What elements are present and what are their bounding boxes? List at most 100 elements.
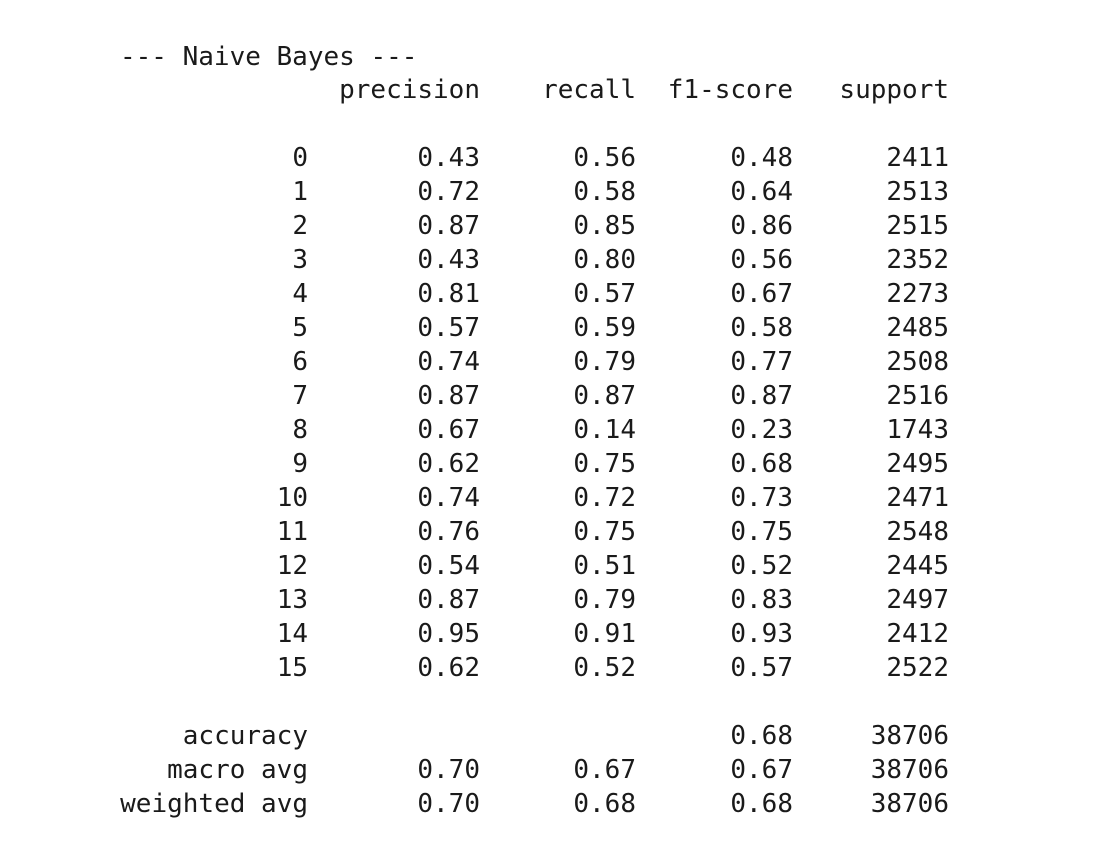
precision-value: 0.76 xyxy=(417,517,480,547)
class-label: 7 xyxy=(292,381,308,411)
table-row: 8 0.67 0.14 0.23 1743 xyxy=(0,413,1110,447)
recall-value: 0.87 xyxy=(573,381,636,411)
recall-value: 0.51 xyxy=(573,551,636,581)
f1-score-value: 0.57 xyxy=(730,653,793,683)
recall-value: 0.58 xyxy=(573,177,636,207)
weighted-f1-score: 0.68 xyxy=(730,789,793,819)
f1-score-value: 0.86 xyxy=(730,211,793,241)
support-value: 1743 xyxy=(886,415,949,445)
macro-precision: 0.70 xyxy=(417,755,480,785)
support-value: 2471 xyxy=(886,483,949,513)
row-label: accuracy xyxy=(182,721,308,751)
class-label: 1 xyxy=(292,177,308,207)
header-f1-score: f1-score xyxy=(667,75,793,105)
f1-score-value: 0.68 xyxy=(730,449,793,479)
accuracy-value: 0.68 xyxy=(730,721,793,751)
class-label: 15 xyxy=(276,653,308,683)
recall-value: 0.80 xyxy=(573,245,636,275)
support-value: 2273 xyxy=(886,279,949,309)
table-row: 1 0.72 0.58 0.64 2513 xyxy=(0,175,1110,209)
header-support: support xyxy=(839,75,949,105)
class-label: 14 xyxy=(276,619,308,649)
table-row: 4 0.81 0.57 0.67 2273 xyxy=(0,277,1110,311)
support-value: 2508 xyxy=(886,347,949,377)
recall-value: 0.91 xyxy=(573,619,636,649)
class-label: 11 xyxy=(276,517,308,547)
f1-score-value: 0.23 xyxy=(730,415,793,445)
weighted-avg-row: weighted avg 0.70 0.68 0.68 38706 xyxy=(0,787,1110,821)
recall-value: 0.75 xyxy=(573,517,636,547)
macro-avg-row: macro avg 0.70 0.67 0.67 38706 xyxy=(0,753,1110,787)
precision-value: 0.67 xyxy=(417,415,480,445)
table-row: 0 0.43 0.56 0.48 2411 xyxy=(0,141,1110,175)
support-value: 2497 xyxy=(886,585,949,615)
weighted-recall: 0.68 xyxy=(573,789,636,819)
recall-value: 0.75 xyxy=(573,449,636,479)
precision-value: 0.74 xyxy=(417,347,480,377)
recall-value: 0.52 xyxy=(573,653,636,683)
f1-score-value: 0.52 xyxy=(730,551,793,581)
recall-value: 0.57 xyxy=(573,279,636,309)
recall-value: 0.14 xyxy=(573,415,636,445)
row-label: weighted avg xyxy=(120,789,308,819)
class-label: 10 xyxy=(276,483,308,513)
precision-value: 0.62 xyxy=(417,653,480,683)
precision-value: 0.74 xyxy=(417,483,480,513)
class-label: 2 xyxy=(292,211,308,241)
row-label: macro avg xyxy=(167,755,308,785)
class-label: 6 xyxy=(292,347,308,377)
support-value: 2516 xyxy=(886,381,949,411)
header-row: precision recall f1-score support xyxy=(0,73,1110,107)
precision-value: 0.72 xyxy=(417,177,480,207)
f1-score-value: 0.77 xyxy=(730,347,793,377)
recall-value: 0.79 xyxy=(573,347,636,377)
f1-score-value: 0.75 xyxy=(730,517,793,547)
f1-score-value: 0.73 xyxy=(730,483,793,513)
f1-score-value: 0.93 xyxy=(730,619,793,649)
precision-value: 0.43 xyxy=(417,245,480,275)
class-label: 4 xyxy=(292,279,308,309)
macro-f1-score: 0.67 xyxy=(730,755,793,785)
recall-value: 0.59 xyxy=(573,313,636,343)
support-value: 2352 xyxy=(886,245,949,275)
support-value: 2522 xyxy=(886,653,949,683)
support-value: 2412 xyxy=(886,619,949,649)
f1-score-value: 0.67 xyxy=(730,279,793,309)
accuracy-support: 38706 xyxy=(870,721,949,751)
class-label: 5 xyxy=(292,313,308,343)
support-value: 2485 xyxy=(886,313,949,343)
macro-recall: 0.67 xyxy=(573,755,636,785)
table-row: 11 0.76 0.75 0.75 2548 xyxy=(0,515,1110,549)
f1-score-value: 0.64 xyxy=(730,177,793,207)
precision-value: 0.87 xyxy=(417,211,480,241)
table-row: 7 0.87 0.87 0.87 2516 xyxy=(0,379,1110,413)
table-row: 9 0.62 0.75 0.68 2495 xyxy=(0,447,1110,481)
precision-value: 0.95 xyxy=(417,619,480,649)
class-label: 9 xyxy=(292,449,308,479)
recall-value: 0.85 xyxy=(573,211,636,241)
recall-value: 0.79 xyxy=(573,585,636,615)
table-row: 13 0.87 0.79 0.83 2497 xyxy=(0,583,1110,617)
header-precision: precision xyxy=(339,75,480,105)
f1-score-value: 0.56 xyxy=(730,245,793,275)
table-row: 14 0.95 0.91 0.93 2412 xyxy=(0,617,1110,651)
recall-value: 0.72 xyxy=(573,483,636,513)
support-value: 2548 xyxy=(886,517,949,547)
support-value: 2495 xyxy=(886,449,949,479)
precision-value: 0.62 xyxy=(417,449,480,479)
f1-score-value: 0.87 xyxy=(730,381,793,411)
precision-value: 0.87 xyxy=(417,381,480,411)
precision-value: 0.87 xyxy=(417,585,480,615)
table-row: 6 0.74 0.79 0.77 2508 xyxy=(0,345,1110,379)
class-label: 13 xyxy=(276,585,308,615)
class-label: 3 xyxy=(292,245,308,275)
precision-value: 0.81 xyxy=(417,279,480,309)
table-row: 2 0.87 0.85 0.86 2515 xyxy=(0,209,1110,243)
support-value: 2513 xyxy=(886,177,949,207)
accuracy-row: accuracy 0.68 38706 xyxy=(0,719,1110,753)
table-row: 10 0.74 0.72 0.73 2471 xyxy=(0,481,1110,515)
recall-value: 0.56 xyxy=(573,143,636,173)
precision-value: 0.54 xyxy=(417,551,480,581)
f1-score-value: 0.83 xyxy=(730,585,793,615)
